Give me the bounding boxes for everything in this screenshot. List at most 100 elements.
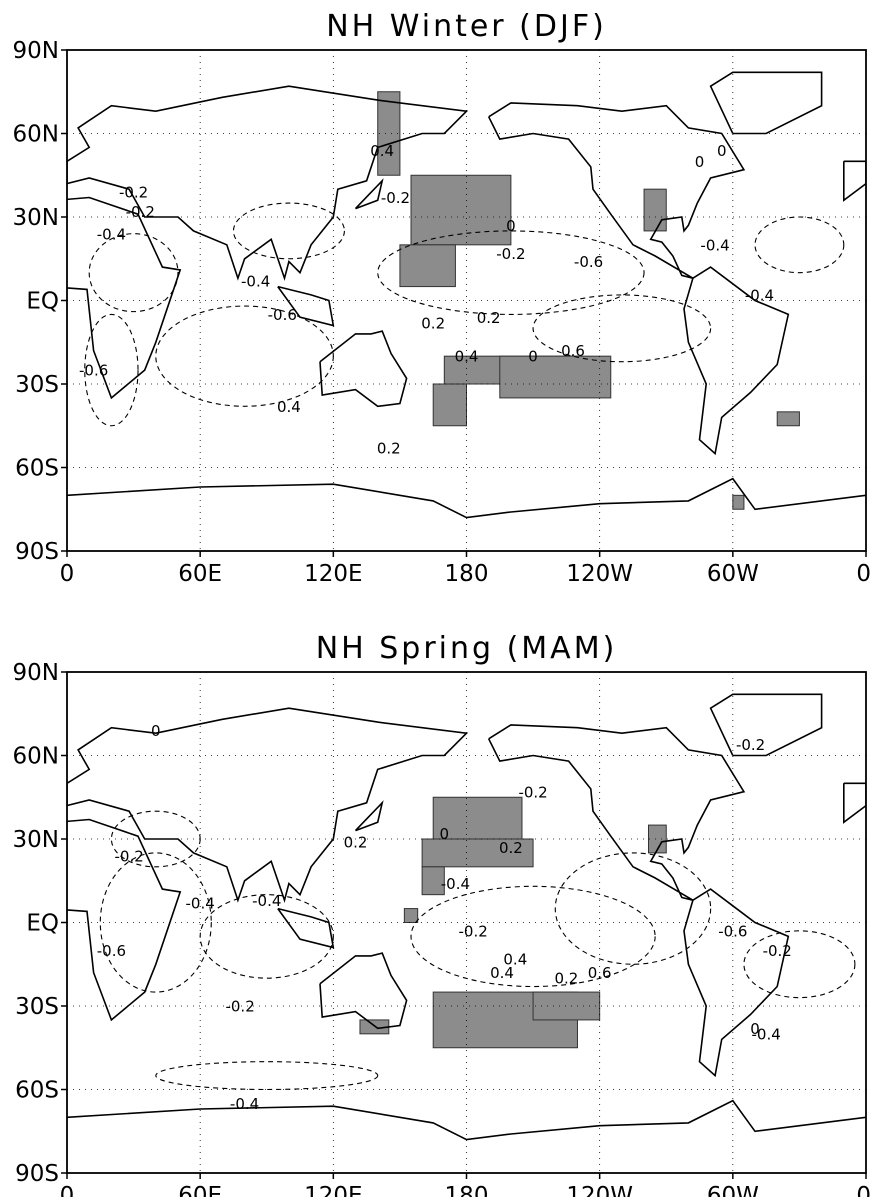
contour-label: -0.4 bbox=[252, 892, 281, 910]
y-tick-label: EQ bbox=[26, 911, 59, 937]
contour-label: 0.6 bbox=[588, 964, 612, 982]
x-tick-label: 180 bbox=[445, 561, 489, 587]
x-tick-label: 120E bbox=[304, 561, 362, 587]
coastline bbox=[67, 85, 469, 281]
contour-label: -0.6 bbox=[574, 253, 603, 271]
significance-shade bbox=[776, 411, 800, 427]
contour-label: 0 bbox=[750, 1020, 760, 1038]
x-tick-label: 120E bbox=[304, 1183, 362, 1197]
significance-shade bbox=[410, 174, 512, 246]
contour-label: 0.2 bbox=[377, 440, 401, 458]
contour-label: -0.4 bbox=[241, 273, 270, 291]
contour-label: -0.2 bbox=[115, 847, 144, 865]
contour-label: -0.2 bbox=[736, 736, 765, 754]
contour-label: -0.6 bbox=[718, 922, 747, 940]
contour-label: -0.2 bbox=[119, 184, 148, 202]
contour-line bbox=[532, 294, 712, 363]
contour-line bbox=[554, 852, 712, 965]
y-tick-label: 60N bbox=[13, 744, 59, 770]
contour-label: 0 bbox=[695, 153, 705, 171]
coastline bbox=[67, 477, 866, 519]
y-tick-label: 30N bbox=[13, 205, 59, 231]
contour-label: 0.4 bbox=[503, 950, 527, 968]
coastline bbox=[843, 782, 866, 824]
x-tick-label: 180 bbox=[445, 1183, 489, 1197]
coastline bbox=[354, 178, 384, 210]
contour-label: 0 bbox=[506, 217, 516, 235]
coastline bbox=[709, 71, 823, 135]
significance-shade bbox=[377, 91, 401, 176]
contour-label: -0.4 bbox=[441, 875, 470, 893]
contour-label: -0.4 bbox=[97, 225, 126, 243]
x-tick-label: 0 bbox=[60, 561, 75, 587]
contour-line bbox=[155, 305, 334, 407]
y-tick-label: 60S bbox=[15, 456, 59, 482]
plot-frame bbox=[66, 671, 867, 1174]
coastline bbox=[683, 888, 790, 1078]
significance-shade bbox=[432, 796, 523, 840]
significance-shade bbox=[432, 383, 468, 427]
contour-label: 0.2 bbox=[344, 833, 368, 851]
contour-label: -0.2 bbox=[225, 998, 254, 1016]
contour-line bbox=[754, 216, 845, 274]
map-body: 0-0.2-0.4-0.6-0.4-0.20.2-0.40-0.20.20.4-… bbox=[67, 693, 866, 1141]
contour-label: 0 bbox=[440, 825, 450, 843]
coastline bbox=[277, 285, 335, 327]
contour-label: 0.4 bbox=[490, 964, 514, 982]
y-tick-label: 30N bbox=[13, 827, 59, 853]
x-tick-label: 60W bbox=[707, 1183, 759, 1197]
contour-line bbox=[743, 930, 856, 999]
contour-label: 0.2 bbox=[477, 309, 501, 327]
coastline bbox=[354, 800, 384, 832]
y-tick-label: 30S bbox=[15, 372, 59, 398]
y-tick-label: EQ bbox=[26, 289, 59, 315]
y-tick-label: 60N bbox=[13, 122, 59, 148]
x-tick-label: 60E bbox=[178, 561, 222, 587]
significance-shade bbox=[647, 824, 667, 854]
contour-label: -0.2 bbox=[518, 783, 547, 801]
panel-title: NH Spring (MAM) bbox=[316, 631, 618, 666]
x-tick-label: 60E bbox=[178, 1183, 222, 1197]
contour-label: -0.2 bbox=[763, 942, 792, 960]
plot-frame bbox=[66, 49, 867, 552]
significance-shade bbox=[421, 866, 445, 896]
significance-shade bbox=[532, 991, 601, 1021]
significance-shade bbox=[732, 494, 745, 510]
contour-line bbox=[88, 233, 179, 313]
significance-shade bbox=[399, 244, 456, 288]
contour-label: 0 bbox=[151, 722, 161, 740]
significance-shade bbox=[421, 838, 534, 868]
contour-label: 0.4 bbox=[277, 398, 301, 416]
contour-line bbox=[110, 810, 201, 868]
x-tick-label: 0 bbox=[856, 561, 871, 587]
contour-line bbox=[232, 202, 345, 260]
contour-label: -0.2 bbox=[496, 245, 525, 263]
contour-label: -0.2 bbox=[126, 203, 155, 221]
contour-line bbox=[377, 230, 645, 315]
panel-title: NH Winter (DJF) bbox=[326, 9, 607, 44]
map-panel: NH Winter (DJF)-0.2-0.2-0.40.4-0.2-0.4-0… bbox=[13, 9, 871, 587]
contour-label: -0.2 bbox=[459, 922, 488, 940]
contour-label: -0.6 bbox=[97, 942, 126, 960]
y-tick-label: 60S bbox=[15, 1078, 59, 1104]
contour-label: -0.6 bbox=[268, 306, 297, 324]
significance-shade bbox=[499, 355, 612, 399]
significance-shade bbox=[403, 908, 419, 923]
coastline bbox=[67, 196, 182, 400]
contour-line bbox=[410, 885, 656, 988]
contour-label: 0 bbox=[717, 142, 727, 160]
contour-label: 0.2 bbox=[421, 314, 445, 332]
contour-label: 0.6 bbox=[561, 342, 585, 360]
contour-label: -0.2 bbox=[381, 189, 410, 207]
coastline bbox=[67, 818, 182, 1022]
y-tick-label: 30S bbox=[15, 994, 59, 1020]
contour-label: 0 bbox=[528, 348, 538, 366]
y-tick-label: 90N bbox=[13, 38, 59, 64]
x-tick-label: 120W bbox=[566, 1183, 633, 1197]
contour-label: 0.2 bbox=[554, 970, 578, 988]
x-tick-label: 0 bbox=[60, 1183, 75, 1197]
y-tick-label: 90S bbox=[15, 539, 59, 565]
